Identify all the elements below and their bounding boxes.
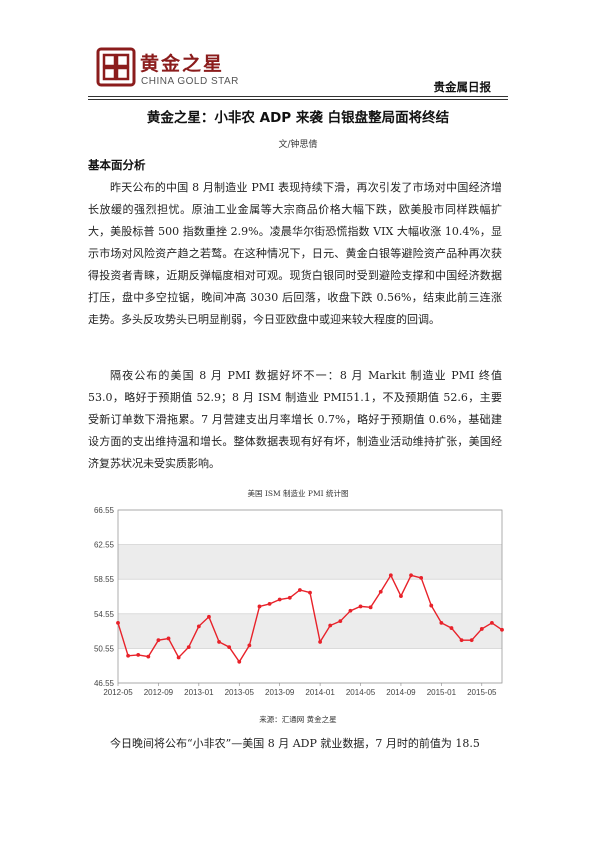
x-tick-label: 2015-05: [467, 688, 497, 697]
data-point: [207, 614, 211, 619]
data-point: [328, 623, 333, 628]
data-point: [146, 654, 151, 659]
x-tick-label: 2014-01: [305, 688, 335, 697]
x-tick-label: 2012-09: [144, 688, 174, 697]
y-tick-label: 50.55: [94, 644, 115, 653]
data-point: [348, 608, 353, 613]
data-point: [126, 653, 131, 658]
x-tick-label: 2013-05: [225, 688, 255, 697]
data-point: [308, 590, 312, 595]
y-tick-label: 46.55: [94, 679, 115, 688]
pmi-line-chart: 46.55 50.55 54.55 58.55 62.55 66.55 2012-05 201…: [94, 506, 504, 697]
y-tick-label: 62.55: [94, 541, 115, 550]
grid-band: [118, 544, 502, 580]
article-title: 黄金之星：小非农 ADP 来袭 白银盘整局面将终结: [146, 110, 450, 126]
data-point: [378, 589, 383, 594]
brand-logo: 黄金之星 CHINA GOLD STAR: [96, 47, 296, 95]
x-tick-label: 2013-09: [265, 688, 295, 697]
figure-title: 美国 ISM 制造业 PMI 统计图: [247, 489, 349, 498]
body-paragraph: 隔夜公布的美国 8 月 PMI 数据好坏不一：8 月 Markit 制造业 PM…: [88, 369, 502, 470]
data-point: [459, 638, 464, 643]
data-point: [277, 597, 282, 602]
data-point: [479, 627, 484, 631]
data-point: [439, 620, 444, 625]
y-tick-label: 54.55: [94, 610, 115, 619]
data-point: [358, 604, 363, 609]
logo-english-name: CHINA GOLD STAR: [141, 76, 239, 87]
body-paragraph: 昨天公布的中国 8 月制造业 PMI 表现持续下滑，再次引发了市场对中国经济增长…: [88, 181, 502, 326]
data-point: [409, 573, 413, 578]
figure-source: 来源：汇通网 黄金之星: [259, 715, 337, 724]
header-divider-thin: [88, 98, 508, 100]
data-point: [469, 638, 474, 643]
x-tick-label: 2014-09: [386, 688, 416, 697]
section-heading: 基本面分析: [88, 158, 146, 172]
data-point: [489, 620, 494, 625]
data-point: [176, 655, 181, 660]
data-point: [338, 619, 343, 624]
data-point: [449, 626, 454, 630]
header-divider: [88, 96, 508, 97]
data-point: [166, 636, 171, 641]
x-tick-label: 2014-05: [346, 688, 376, 697]
logo-chinese-name: 黄金之星: [140, 53, 225, 75]
y-tick-label: 66.55: [94, 506, 115, 515]
data-point: [368, 605, 373, 610]
data-point: [388, 573, 393, 578]
report-name: 贵金属日报: [433, 80, 492, 94]
x-tick-label: 2015-01: [427, 688, 457, 697]
data-point: [500, 627, 504, 632]
data-point: [267, 601, 272, 606]
data-point: [429, 603, 434, 608]
y-tick-label: 58.55: [94, 575, 115, 584]
grid-band: [118, 613, 502, 649]
data-point: [136, 652, 141, 657]
data-point: [399, 594, 403, 598]
data-point: [186, 645, 191, 650]
data-point: [297, 588, 302, 592]
data-point: [116, 620, 120, 625]
data-point: [318, 640, 323, 644]
x-tick-label: 2012-05: [103, 688, 133, 697]
data-point: [227, 645, 232, 650]
plot-border: [117, 509, 503, 684]
data-point: [196, 624, 201, 629]
article-author: 文/钟思倩: [278, 140, 318, 150]
data-point: [217, 640, 221, 644]
data-point: [156, 638, 161, 643]
body-paragraph: 今日晚间将公布“小非农”—美国 8 月 ADP 就业数据，7 月时的前值为 18…: [110, 737, 480, 750]
data-point: [257, 604, 262, 609]
data-point: [237, 659, 242, 664]
data-point: [287, 595, 292, 600]
data-point: [419, 576, 424, 580]
data-point: [247, 643, 252, 648]
china-gold-star-logo-icon: [96, 47, 136, 87]
x-tick-label: 2013-01: [184, 688, 214, 697]
